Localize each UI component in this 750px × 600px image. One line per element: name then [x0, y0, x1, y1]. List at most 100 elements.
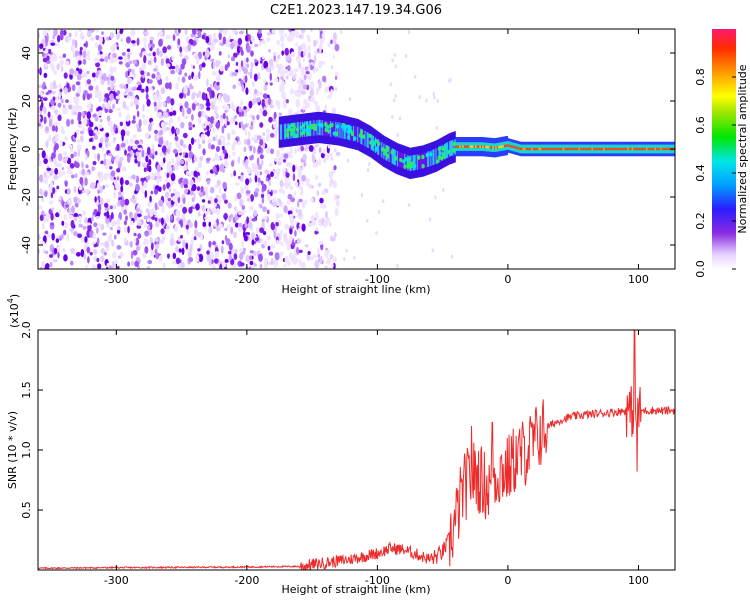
heatmap-cell	[214, 250, 219, 259]
heatmap-cell	[277, 54, 281, 60]
heatmap-cell	[51, 207, 55, 211]
heatmap-cell	[262, 231, 267, 236]
heatmap-cell	[396, 151, 399, 167]
heatmap-cell	[244, 128, 248, 136]
heatmap-cell	[236, 192, 242, 200]
heatmap-cell	[443, 143, 446, 160]
heatmap-cell	[426, 151, 428, 168]
heatmap-cell	[56, 246, 61, 254]
heatmap-cell	[511, 145, 513, 148]
heatmap-cell	[301, 121, 304, 138]
heatmap-cell	[116, 245, 122, 250]
heatmap-cell	[308, 59, 313, 63]
heatmap-cell	[120, 198, 125, 208]
heatmap-cell	[323, 120, 326, 136]
heatmap-cell	[465, 142, 468, 151]
heatmap-cell	[254, 58, 258, 63]
heatmap-cell	[224, 199, 228, 204]
heatmap-cell	[159, 239, 164, 244]
heatmap-cell	[248, 266, 252, 269]
snr-x-tick-label: 0	[504, 574, 511, 587]
heatmap-cell	[333, 165, 337, 171]
heatmap-cell	[98, 142, 103, 148]
heatmap-cell	[68, 104, 73, 110]
heatmap-cell	[197, 175, 202, 183]
heatmap-cell	[159, 30, 164, 37]
heatmap-cell	[184, 115, 189, 120]
heatmap-cell	[501, 145, 503, 148]
spectrogram-x-tick-label: 0	[504, 273, 511, 286]
heatmap-cell	[242, 247, 247, 252]
heatmap-cell	[449, 141, 451, 157]
heatmap-cell	[182, 165, 188, 171]
heatmap-cell	[70, 119, 74, 125]
heatmap-cell	[291, 242, 296, 246]
heatmap-cell	[393, 52, 397, 57]
heatmap-cell	[201, 62, 206, 68]
heatmap-cell	[246, 63, 250, 68]
heatmap-cell	[64, 136, 69, 141]
heatmap-cell	[366, 132, 369, 148]
heatmap-cell	[230, 226, 234, 235]
heatmap-cell	[228, 155, 232, 159]
heatmap-cell	[578, 147, 580, 151]
heatmap-cell	[141, 185, 144, 194]
heatmap-cell	[222, 36, 226, 45]
heatmap-cell	[74, 30, 78, 38]
heatmap-cell	[205, 157, 211, 162]
heatmap-cell	[156, 206, 160, 210]
heatmap-cell	[277, 67, 281, 74]
heatmap-cell	[61, 170, 66, 176]
heatmap-cell	[143, 223, 148, 228]
heatmap-cell	[309, 88, 315, 97]
heatmap-cell	[135, 175, 140, 184]
heatmap-cell	[250, 50, 254, 57]
heatmap-cell	[259, 122, 264, 128]
heatmap-cell	[151, 148, 155, 154]
heatmap-cell	[297, 166, 302, 174]
colorbar-tick-label: 0.0	[694, 260, 707, 278]
heatmap-cell	[246, 57, 249, 63]
heatmap-cell	[116, 107, 121, 111]
heatmap-cell	[233, 231, 237, 239]
heatmap-cell	[275, 212, 280, 217]
heatmap-cell	[38, 160, 42, 167]
heatmap-cell	[257, 29, 262, 35]
heatmap-cell	[142, 252, 147, 259]
heatmap-cell	[176, 160, 181, 167]
heatmap-cell	[263, 78, 267, 84]
heatmap-cell	[272, 51, 278, 56]
heatmap-cell	[251, 154, 254, 161]
heatmap-cell	[261, 192, 265, 199]
heatmap-cell	[50, 192, 54, 199]
heatmap-cell	[270, 148, 275, 155]
heatmap-cell	[284, 255, 289, 264]
heatmap-cell	[210, 210, 213, 216]
heatmap-cell	[200, 133, 206, 141]
heatmap-cell	[263, 60, 269, 69]
heatmap-cell	[143, 31, 149, 36]
heatmap-cell	[41, 150, 46, 159]
heatmap-cell	[265, 96, 269, 105]
heatmap-cell	[70, 247, 75, 254]
heatmap-cell	[111, 239, 114, 247]
heatmap-cell	[145, 238, 149, 245]
heatmap-cell	[230, 160, 235, 167]
heatmap-cell	[41, 196, 44, 202]
heatmap-cell	[478, 145, 480, 148]
heatmap-cell	[324, 210, 328, 219]
heatmap-cell	[577, 147, 579, 151]
heatmap-cell	[48, 134, 52, 142]
heatmap-cell	[419, 153, 422, 170]
heatmap-cell	[110, 218, 116, 227]
heatmap-cell	[311, 95, 315, 103]
heatmap-cell	[39, 43, 44, 50]
heatmap-cell	[317, 119, 319, 136]
heatmap-cell	[46, 60, 51, 64]
heatmap-cell	[331, 121, 333, 137]
heatmap-cell	[266, 32, 272, 36]
heatmap-cell	[435, 148, 437, 164]
heatmap-cell	[114, 258, 118, 266]
heatmap-cell	[327, 129, 331, 134]
heatmap-cell	[327, 144, 332, 149]
